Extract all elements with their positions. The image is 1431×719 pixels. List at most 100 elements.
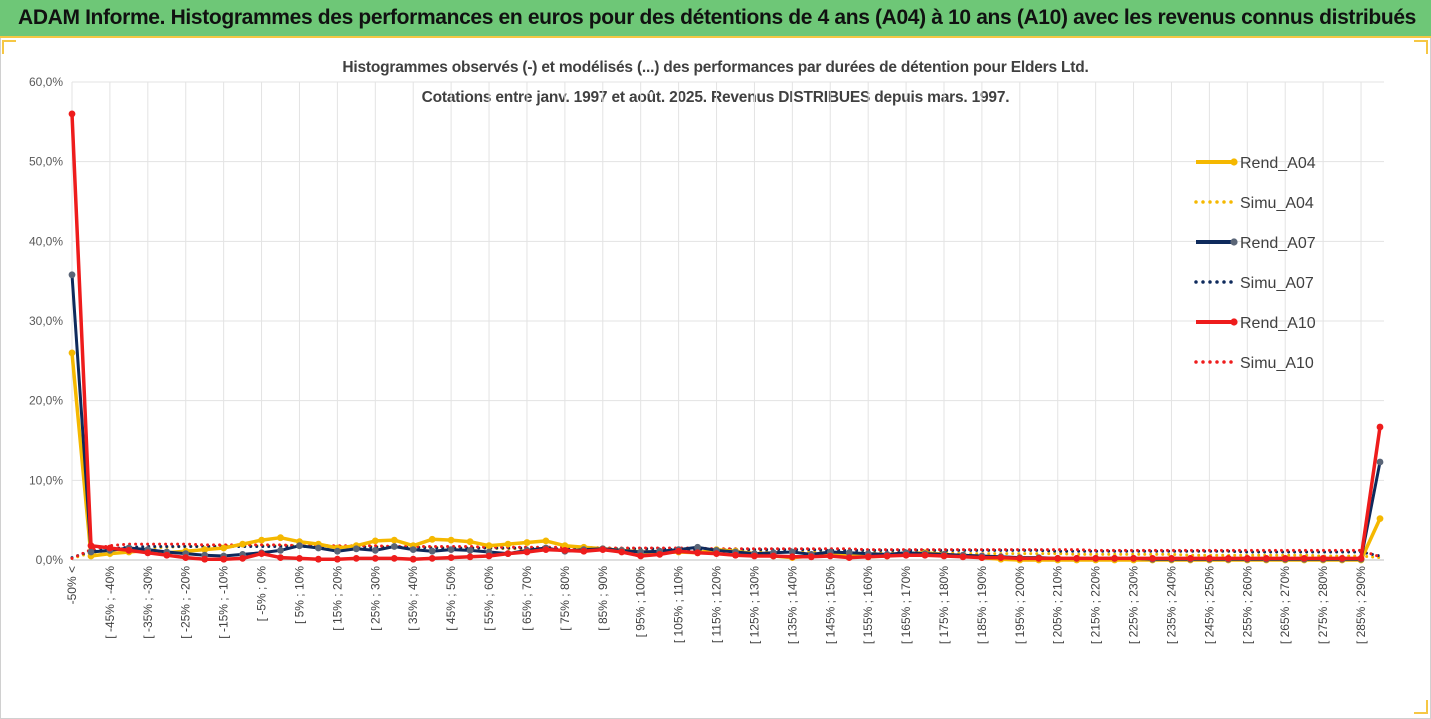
data-point-Rend_A07 bbox=[466, 547, 474, 554]
data-point-Rend_A10 bbox=[485, 552, 493, 560]
data-point-Rend_A07 bbox=[428, 547, 436, 555]
x-tick-label: [ 145% ; 150% bbox=[823, 566, 837, 644]
data-point-Rend_A10 bbox=[334, 555, 341, 563]
data-point-Rend_A07 bbox=[390, 543, 398, 550]
y-tick-label: 40,0% bbox=[29, 234, 63, 248]
data-point-Rend_A07 bbox=[409, 546, 417, 553]
data-point-Rend_A04 bbox=[239, 540, 247, 548]
x-tick-label: [ 75% ; 80% bbox=[558, 566, 572, 631]
data-point-Rend_A10 bbox=[1130, 555, 1137, 562]
x-tick-label: [ 165% ; 170% bbox=[899, 566, 913, 644]
data-point-Rend_A04 bbox=[504, 540, 512, 548]
data-point-Rend_A10 bbox=[1073, 555, 1081, 562]
data-point-Rend_A10 bbox=[1338, 555, 1346, 562]
x-tick-label: [ 225% ; 230% bbox=[1127, 566, 1141, 644]
data-point-Rend_A07 bbox=[315, 544, 322, 552]
data-point-Rend_A10 bbox=[144, 549, 152, 557]
x-tick-label: [ 105% ; 110% bbox=[672, 566, 686, 643]
data-point-Rend_A10 bbox=[637, 552, 645, 560]
x-tick-label: [ 235% ; 240% bbox=[1164, 566, 1178, 644]
data-point-Rend_A07 bbox=[845, 549, 853, 557]
y-tick-label: 60,0% bbox=[29, 75, 63, 89]
data-point-Rend_A10 bbox=[1111, 555, 1118, 562]
x-tick-label: [ 85% ; 90% bbox=[596, 566, 610, 631]
legend-marker-Rend_A10 bbox=[1230, 318, 1238, 326]
data-point-Rend_A10 bbox=[352, 555, 360, 562]
x-tick-label: [ 65% ; 70% bbox=[520, 566, 534, 631]
x-tick-label: [ 125% ; 130% bbox=[747, 566, 761, 644]
legend-label-Rend_A10: Rend_A10 bbox=[1240, 315, 1316, 332]
legend-label-Simu_A04: Simu_A04 bbox=[1240, 195, 1314, 212]
data-point-Rend_A10 bbox=[902, 551, 910, 559]
data-point-Rend_A10 bbox=[1262, 555, 1270, 562]
data-point-Rend_A07 bbox=[352, 545, 360, 553]
x-tick-label: [ 185% ; 190% bbox=[975, 566, 989, 644]
chart-title: Histogrammes observés (-) et modélisés (… bbox=[342, 59, 1089, 76]
data-point-Rend_A07 bbox=[447, 546, 455, 553]
corner-mark-bottom-right bbox=[1414, 700, 1428, 714]
data-point-Rend_A10 bbox=[1243, 555, 1251, 562]
data-point-Rend_A07 bbox=[334, 547, 341, 555]
y-tick-label: 30,0% bbox=[29, 314, 63, 328]
x-tick-label: [ 255% ; 260% bbox=[1240, 566, 1254, 644]
data-point-Rend_A04 bbox=[371, 537, 379, 545]
data-point-Rend_A07 bbox=[694, 543, 701, 551]
corner-mark-top-right bbox=[1414, 40, 1428, 54]
x-tick-label: [ 205% ; 210% bbox=[1051, 566, 1065, 644]
data-point-Rend_A10 bbox=[1168, 555, 1175, 562]
data-point-Rend_A10 bbox=[220, 555, 228, 563]
data-point-Rend_A10 bbox=[788, 553, 796, 561]
x-tick-label: [ -45% ; -40% bbox=[103, 566, 117, 639]
data-point-Rend_A10 bbox=[751, 552, 758, 560]
data-point-Rend_A10 bbox=[940, 552, 948, 560]
legend-marker-Rend_A07 bbox=[1230, 238, 1238, 246]
data-point-Rend_A10 bbox=[182, 554, 190, 561]
x-tick-label: [ 95% ; 100% bbox=[634, 566, 648, 638]
data-point-Rend_A07 bbox=[788, 548, 796, 556]
legend-label-Simu_A07: Simu_A07 bbox=[1240, 275, 1314, 292]
x-tick-label: [ 195% ; 200% bbox=[1013, 566, 1027, 644]
data-point-Rend_A10 bbox=[883, 552, 891, 560]
legend-label-Simu_A10: Simu_A10 bbox=[1240, 355, 1314, 372]
x-tick-label: [ 15% ; 20% bbox=[330, 566, 344, 631]
x-tick-label: [ 175% ; 180% bbox=[937, 566, 951, 644]
data-point-Rend_A04 bbox=[447, 536, 455, 544]
series-line-Rend_A04 bbox=[70, 352, 1382, 562]
data-point-Rend_A10 bbox=[504, 550, 512, 557]
data-point-Rend_A10 bbox=[807, 553, 815, 561]
data-point-Rend_A10 bbox=[580, 547, 588, 555]
data-point-Rend_A10 bbox=[1054, 555, 1062, 562]
data-point-Rend_A10 bbox=[921, 551, 929, 559]
data-point-Rend_A10 bbox=[1224, 555, 1232, 562]
data-point-Rend_A10 bbox=[466, 553, 474, 561]
data-point-Rend_A10 bbox=[1376, 423, 1384, 431]
series-line-Rend_A07 bbox=[70, 274, 1382, 561]
data-point-Rend_A10 bbox=[1300, 555, 1308, 562]
x-tick-label: -50% < bbox=[65, 566, 79, 604]
data-point-Rend_A10 bbox=[390, 555, 398, 562]
data-point-Rend_A10 bbox=[239, 555, 247, 562]
data-point-Rend_A10 bbox=[864, 553, 872, 561]
data-point-Rend_A10 bbox=[1206, 555, 1213, 562]
x-tick-label: [ 35% ; 40% bbox=[406, 566, 420, 631]
data-point-Rend_A04 bbox=[485, 542, 493, 550]
data-point-Rend_A10 bbox=[277, 554, 284, 561]
data-point-Rend_A10 bbox=[694, 549, 701, 557]
data-point-Rend_A10 bbox=[1149, 555, 1156, 562]
x-tick-label: [ -35% ; -30% bbox=[141, 566, 155, 639]
data-point-Rend_A10 bbox=[845, 554, 853, 561]
data-point-Rend_A07 bbox=[87, 548, 95, 556]
data-point-Rend_A10 bbox=[1357, 555, 1365, 562]
data-point-Rend_A04 bbox=[220, 544, 228, 552]
x-tick-label: [ 55% ; 60% bbox=[482, 566, 496, 631]
data-point-Rend_A10 bbox=[1092, 555, 1100, 562]
data-point-Rend_A04 bbox=[561, 542, 569, 550]
data-point-Rend_A10 bbox=[826, 552, 834, 560]
data-point-Rend_A10 bbox=[428, 555, 436, 562]
data-point-Rend_A04 bbox=[1376, 515, 1384, 522]
data-point-Rend_A10 bbox=[997, 554, 1005, 561]
data-point-Rend_A10 bbox=[618, 548, 626, 556]
data-point-Rend_A10 bbox=[978, 554, 986, 561]
data-point-Rend_A10 bbox=[106, 544, 114, 552]
